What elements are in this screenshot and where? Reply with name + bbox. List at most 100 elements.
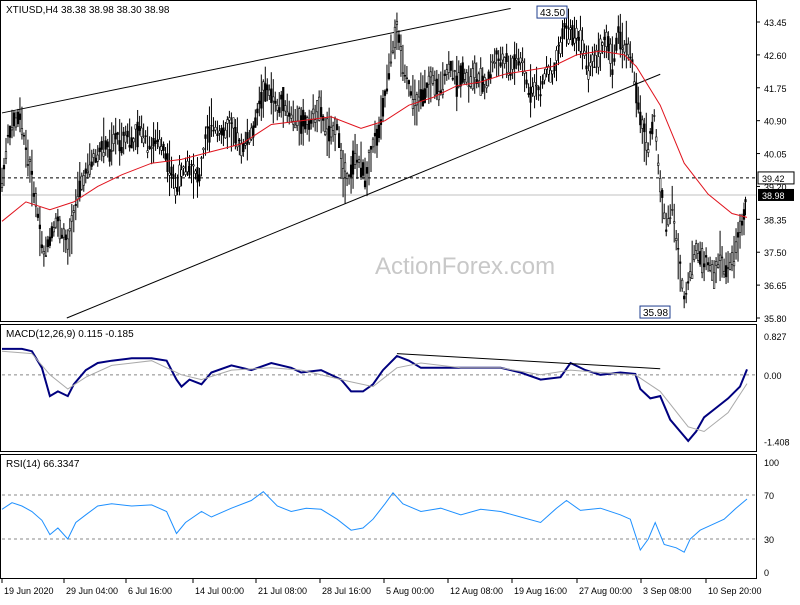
candle-body: [722, 270, 726, 275]
price-ytick-label: 35.80: [764, 314, 787, 324]
candle-body: [705, 255, 708, 258]
candle-body: [102, 152, 105, 157]
candle-body: [0, 183, 4, 189]
candle-body: [377, 124, 381, 138]
candle-body: [264, 83, 267, 102]
candle-body: [314, 119, 317, 123]
price-ytick-label: 40.05: [764, 150, 787, 160]
candle-body: [457, 72, 460, 87]
candle-body: [437, 91, 440, 101]
candle-body: [162, 143, 165, 151]
rsi-ytick-label: 0: [764, 568, 769, 578]
candle-body: [336, 124, 339, 131]
candle-body: [415, 94, 418, 106]
candle-body: [202, 147, 205, 151]
candle-body: [431, 75, 434, 84]
candle-body: [182, 166, 185, 169]
candle-body: [359, 167, 363, 178]
candle-body: [505, 53, 508, 62]
rsi-line: [1, 491, 748, 553]
x-tick-label: 10 Sep 20:00: [708, 586, 762, 596]
candle-body: [40, 244, 43, 249]
price-ytick-label: 43.45: [764, 18, 787, 28]
candle-body: [90, 161, 93, 167]
candle-body: [707, 262, 710, 266]
candle-body: [435, 78, 438, 95]
candle-body: [651, 121, 654, 135]
candle-body: [679, 261, 682, 264]
candle-body: [541, 81, 544, 85]
candle-body: [94, 157, 97, 163]
candle-body: [587, 70, 590, 80]
candle-body: [607, 36, 610, 52]
candle-body: [597, 56, 600, 68]
candle-body: [320, 107, 323, 117]
candle-body: [2, 164, 6, 170]
candle-body: [579, 29, 582, 52]
candle-body: [302, 109, 305, 127]
candle-body: [675, 238, 678, 241]
candle-body: [188, 166, 191, 176]
candle-body: [288, 112, 291, 117]
candle-body: [619, 31, 622, 50]
level-price-label: 39.42: [762, 174, 785, 184]
candle-body: [100, 140, 103, 150]
moving-average-line: [1, 50, 748, 222]
candle-body: [200, 157, 203, 159]
candle-body: [18, 113, 22, 120]
candle-body: [8, 125, 12, 138]
candle-body: [260, 92, 263, 109]
rsi-layer: [1, 491, 756, 553]
candle-body: [691, 274, 694, 279]
candle-body: [429, 71, 432, 78]
candle-body: [501, 53, 504, 61]
candle-body: [637, 102, 640, 110]
candle-body: [214, 126, 217, 131]
candle-body: [499, 62, 502, 67]
candle-body: [593, 66, 596, 69]
macd-layer: [1, 347, 756, 443]
candle-body: [26, 164, 30, 166]
candle-body: [659, 177, 662, 193]
candle-body: [617, 26, 620, 33]
candle-body: [254, 117, 257, 128]
candle-body: [517, 61, 520, 66]
candle-body: [66, 238, 69, 250]
candle-body: [244, 143, 247, 146]
candle-body: [561, 28, 564, 40]
candle-body: [280, 94, 283, 100]
candle-body: [168, 172, 171, 176]
candle-body: [439, 90, 442, 94]
candle-body: [537, 86, 540, 91]
x-tick-label: 27 Aug 00:00: [579, 586, 632, 596]
candle-body: [138, 125, 141, 131]
candle-body: [571, 25, 574, 46]
candle-body: [740, 220, 744, 226]
candle-body: [589, 62, 592, 67]
candle-body: [160, 146, 163, 151]
candle-body: [326, 118, 329, 130]
candle-body: [718, 254, 722, 261]
candle-body: [465, 72, 468, 83]
candle-body: [114, 133, 117, 140]
macd-title: MACD(12,26,9) 0.115 -0.185: [6, 329, 134, 340]
candle-body: [569, 27, 572, 30]
candle-body: [361, 162, 365, 176]
candle-body: [337, 133, 341, 148]
macd-trendline: [396, 353, 661, 370]
candle-body: [693, 254, 696, 260]
candle-body: [605, 31, 608, 47]
candle-body: [84, 168, 87, 174]
candle-body: [128, 144, 131, 148]
candle-body: [724, 265, 728, 278]
candle-body: [601, 42, 604, 46]
candle-body: [738, 220, 742, 233]
candle-body: [70, 215, 73, 222]
candle-body: [156, 139, 159, 142]
candle-body: [443, 73, 446, 76]
candle-body: [603, 36, 606, 41]
rsi-ytick-label: 70: [764, 491, 774, 501]
candle-body: [304, 115, 307, 130]
candle-body: [332, 125, 335, 131]
candle-body: [742, 209, 746, 220]
